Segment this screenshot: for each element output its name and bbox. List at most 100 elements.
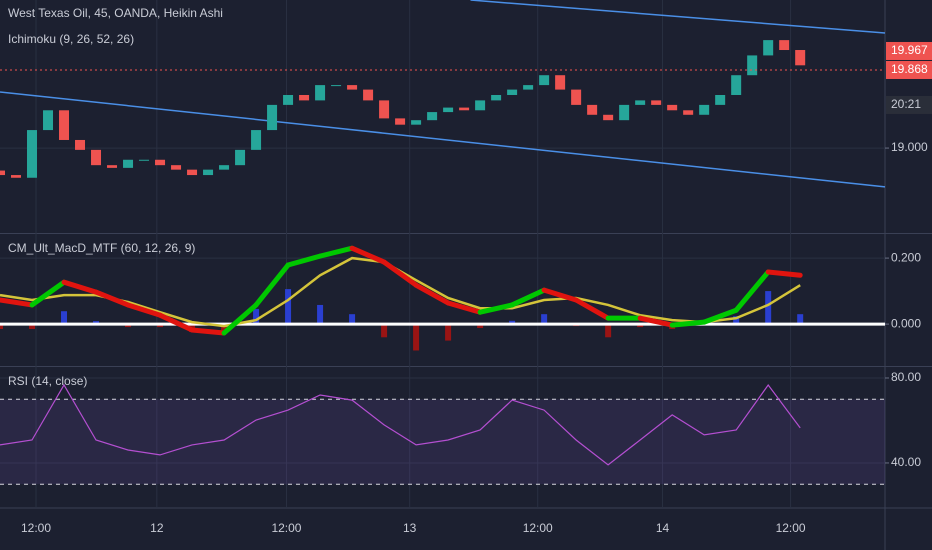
candle <box>571 89 582 105</box>
histogram-bar <box>413 324 420 351</box>
x-tick-label: 12:00 <box>776 521 806 535</box>
candle <box>683 110 694 115</box>
macd-segment <box>541 287 579 303</box>
histogram-bar <box>317 304 324 325</box>
price-flag <box>886 60 932 79</box>
price-flag-label: 19.868 <box>891 62 928 76</box>
x-tick-label: 14 <box>656 521 670 535</box>
signal-line <box>0 256 801 328</box>
candle <box>651 100 662 105</box>
macd-segment <box>317 245 355 259</box>
y-tick-label: 80.00 <box>891 370 921 384</box>
candle <box>347 85 358 90</box>
macd-segment <box>189 327 227 336</box>
candle <box>203 169 214 176</box>
histogram-bar <box>0 324 3 330</box>
x-tick-label: 13 <box>403 521 417 535</box>
candle <box>315 85 326 101</box>
candle <box>427 112 438 121</box>
candle <box>155 159 166 166</box>
macd-segment <box>349 245 387 265</box>
candle <box>107 165 118 168</box>
macd-segment <box>157 312 195 333</box>
chart-title: RSI (14, close) <box>8 374 87 388</box>
macd-segment <box>733 269 771 313</box>
candle <box>555 75 566 90</box>
macd-segment <box>509 287 547 308</box>
candle <box>539 75 550 86</box>
macd-segment <box>221 302 259 336</box>
candle <box>491 94 502 101</box>
candle <box>459 107 470 111</box>
histogram-bar <box>509 320 516 325</box>
candle <box>331 85 342 87</box>
candle <box>379 100 390 119</box>
chart-subtitle: Ichimoku (9, 26, 52, 26) <box>8 32 134 46</box>
rsi-band <box>0 399 885 485</box>
y-tick-label: 0.000 <box>891 316 921 330</box>
candle <box>699 104 710 115</box>
candle <box>235 149 246 166</box>
candle <box>75 139 86 150</box>
candle <box>619 104 630 121</box>
macd-segment <box>253 262 291 308</box>
price-flag-label: 19.967 <box>891 43 928 57</box>
histogram-bar <box>445 324 452 341</box>
candle <box>251 130 262 150</box>
macd-segment <box>445 300 483 315</box>
macd-segment <box>0 297 35 308</box>
candle <box>219 165 230 170</box>
candle <box>667 104 678 111</box>
histogram-bar <box>797 314 804 325</box>
macd-segment <box>477 302 515 315</box>
candle <box>171 165 182 170</box>
macd-segment <box>61 279 99 295</box>
histogram-bar <box>221 324 228 332</box>
x-tick-label: 12 <box>150 521 164 535</box>
candle <box>475 100 486 111</box>
histogram-bar <box>61 311 68 325</box>
candle <box>267 104 278 131</box>
macd-segment <box>285 253 323 268</box>
candle <box>603 114 614 121</box>
candle <box>715 94 726 105</box>
candle <box>43 110 54 131</box>
candle <box>635 100 646 105</box>
chart-title: CM_Ult_MacD_MTF (60, 12, 26, 9) <box>8 241 195 255</box>
x-tick-label: 12:00 <box>271 521 301 535</box>
candle <box>523 85 534 90</box>
y-tick-label: 40.00 <box>891 455 921 469</box>
candle <box>731 75 742 95</box>
histogram-bar <box>29 324 36 330</box>
macd-segment <box>29 279 67 308</box>
macd-segment <box>573 297 611 321</box>
rsi-line <box>0 383 801 466</box>
candle <box>395 118 406 125</box>
candle <box>795 50 806 66</box>
x-tick-label: 12:00 <box>21 521 51 535</box>
candle <box>363 89 374 101</box>
macd-segment <box>93 289 131 308</box>
macd-segment <box>765 269 803 278</box>
macd-segment <box>701 307 739 325</box>
macd-segment <box>125 302 163 318</box>
trend-line <box>470 0 886 34</box>
histogram-bar <box>381 324 388 338</box>
candle <box>299 94 310 101</box>
macd-segment <box>669 319 707 328</box>
histogram-bar <box>253 308 260 325</box>
candle <box>27 130 38 178</box>
countdown: 20:21 <box>891 97 921 111</box>
candle <box>587 104 598 115</box>
histogram-bar <box>477 324 484 329</box>
countdown-box <box>886 95 932 114</box>
candle <box>283 94 294 105</box>
histogram-bar <box>605 324 612 338</box>
candle <box>187 169 198 176</box>
candle <box>59 110 70 140</box>
candle <box>139 159 150 161</box>
candle <box>411 120 422 125</box>
candle <box>0 170 5 176</box>
macd-segment <box>381 259 419 288</box>
